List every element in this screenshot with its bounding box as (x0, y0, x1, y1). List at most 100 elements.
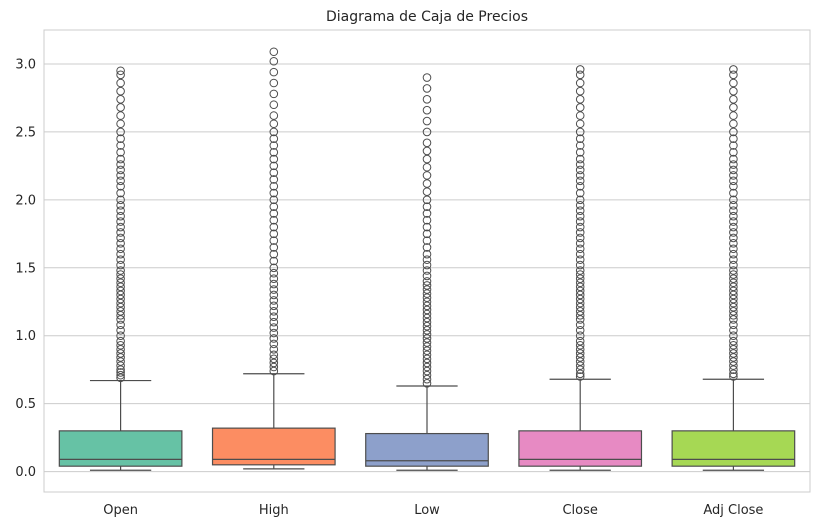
y-tick-label: 0.0 (15, 465, 36, 480)
outlier-point (422, 209, 432, 218)
outlier-point (422, 105, 432, 115)
outlier-point (116, 70, 125, 80)
outlier-point (729, 302, 738, 312)
outlier-point (729, 206, 738, 216)
outlier-point (729, 127, 738, 137)
outlier-point (729, 320, 738, 330)
outlier-point (422, 338, 432, 347)
outlier-point (729, 86, 738, 96)
outlier-point (269, 229, 279, 239)
outlier-point (729, 306, 738, 316)
outlier-point (575, 361, 585, 370)
outlier-point (575, 147, 585, 157)
outlier-point (116, 357, 125, 366)
y-axis-ticks: 0.0 0.5 1.0 1.5 2.0 2.5 3.0 (15, 57, 36, 480)
outlier-point (269, 195, 279, 205)
outlier-point (729, 340, 738, 350)
outlier-point (729, 270, 738, 279)
outlier-point (729, 365, 738, 375)
outlier-point (575, 217, 585, 226)
outlier-point (729, 294, 738, 304)
outlier-point (422, 350, 432, 360)
outlier-point (269, 317, 279, 327)
outlier-point (729, 372, 738, 381)
outlier-point (422, 301, 432, 311)
outlier-point (422, 293, 432, 302)
outlier-point (116, 306, 125, 316)
outlier-point (116, 147, 125, 157)
outlier-point (269, 111, 279, 120)
outlier-point (729, 141, 738, 150)
outlier-point (269, 181, 279, 191)
outlier-point (269, 279, 279, 289)
outlier-point (422, 146, 432, 156)
outlier-point (269, 89, 279, 99)
outlier-point (575, 70, 585, 80)
outlier-point (269, 290, 279, 300)
outlier-point (116, 315, 125, 324)
outlier-point (729, 326, 738, 335)
iqr-box (518, 430, 643, 467)
outlier-point (422, 127, 432, 137)
outlier-point (422, 260, 432, 270)
outlier-point (116, 217, 125, 226)
outlier-point (575, 357, 585, 366)
outlier-point (116, 171, 125, 180)
outlier-point (729, 103, 738, 112)
outlier-point (575, 320, 585, 330)
outlier-point (269, 161, 279, 171)
outlier-point (575, 111, 585, 120)
outlier-point (116, 282, 125, 292)
outlier-point (116, 274, 125, 283)
outlier-point (575, 286, 585, 296)
outlier-point (729, 95, 738, 104)
outlier-point (729, 353, 738, 362)
outlier-point (269, 306, 279, 316)
outlier-point (729, 311, 738, 320)
outlier-point (575, 181, 585, 191)
outlier-point (116, 222, 125, 232)
outlier-point (575, 365, 585, 375)
x-tick-label: Adj Close (703, 503, 763, 518)
outlier-point (116, 127, 125, 137)
outlier-point (116, 370, 125, 380)
outlier-point (729, 222, 738, 232)
outlier-point (116, 233, 125, 243)
outlier-point (575, 244, 585, 254)
outlier-point (116, 294, 125, 304)
x-tick-label: Close (562, 503, 597, 518)
iqr-box (58, 430, 183, 467)
y-tick-label: 1.5 (15, 261, 36, 276)
outlier-point (729, 160, 738, 169)
outlier-point (729, 147, 738, 157)
outlier-point (729, 228, 738, 237)
outlier-point (422, 342, 432, 351)
outlier-point (575, 266, 585, 275)
box-group-adj-close (671, 65, 796, 471)
outlier-point (116, 206, 125, 216)
outlier-point (422, 317, 432, 327)
outlier-point (116, 66, 125, 76)
outlier-point (269, 285, 279, 294)
x-tick-label: Low (414, 503, 440, 518)
outlier-point (422, 330, 432, 339)
outlier-point (116, 368, 125, 377)
outlier-point (575, 222, 585, 232)
outlier-point (269, 334, 279, 343)
outlier-point (116, 298, 125, 308)
outlier-point (269, 147, 279, 157)
chart-title: Diagrama de Caja de Precios (326, 9, 528, 25)
outlier-point (116, 249, 125, 259)
outlier-point (422, 358, 432, 368)
outlier-point (422, 334, 432, 343)
outlier-point (575, 298, 585, 308)
outlier-point (729, 278, 738, 288)
outlier-point (575, 331, 585, 341)
outlier-point (116, 154, 125, 164)
outlier-point (729, 244, 738, 254)
outlier-point (269, 328, 279, 338)
outlier-point (116, 353, 125, 362)
outlier-point (422, 171, 432, 180)
outlier-point (269, 188, 279, 198)
plot-frame (43, 29, 811, 493)
